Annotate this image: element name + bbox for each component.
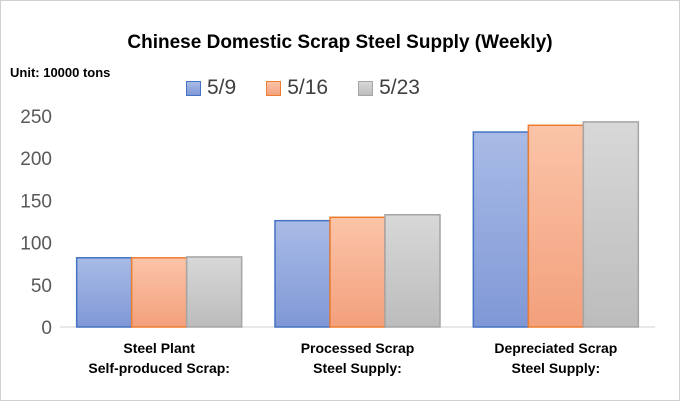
- bar-5-9: [274, 219, 331, 328]
- legend-swatch: [266, 80, 282, 96]
- y-tick-label: 150: [20, 191, 52, 212]
- x-category-label: Steel Supply:: [511, 360, 600, 376]
- legend-label: 5/23: [379, 76, 420, 99]
- legend-item: 5/9: [186, 76, 236, 100]
- bar-5-23: [582, 121, 640, 328]
- legend-item: 5/16: [266, 76, 328, 100]
- x-category-label: Steel Supply:: [313, 360, 402, 376]
- y-tick-label: 200: [20, 149, 52, 170]
- y-tick-label: 250: [20, 107, 52, 128]
- bar-5-9: [75, 257, 133, 328]
- y-tick-label: 50: [31, 276, 52, 297]
- y-tick-label: 100: [20, 234, 52, 255]
- chart-legend: 5/9 5/16 5/23: [186, 76, 450, 100]
- legend-label: 5/9: [207, 76, 237, 99]
- bar-5-9: [472, 131, 530, 328]
- chart-title: Chinese Domestic Scrap Steel Supply (Wee…: [127, 32, 553, 53]
- legend-item: 5/23: [358, 76, 420, 100]
- bar-5-16: [527, 124, 585, 328]
- legend-swatch: [358, 80, 374, 96]
- legend-label: 5/16: [287, 76, 329, 99]
- bar-5-23: [384, 213, 441, 328]
- x-category-label: Processed Scrap: [301, 340, 415, 356]
- legend-swatch: [186, 80, 201, 96]
- x-category-label: Depreciated Scrap: [494, 340, 617, 356]
- bar-5-16: [130, 257, 188, 328]
- unit-label: Unit: 10000 tons: [10, 65, 111, 80]
- y-tick-label: 0: [41, 318, 52, 339]
- x-category-label: Self-produced Scrap:: [88, 360, 230, 376]
- bar-5-23: [185, 256, 243, 328]
- bar-5-16: [329, 216, 386, 328]
- x-category-label: Steel Plant: [123, 340, 195, 356]
